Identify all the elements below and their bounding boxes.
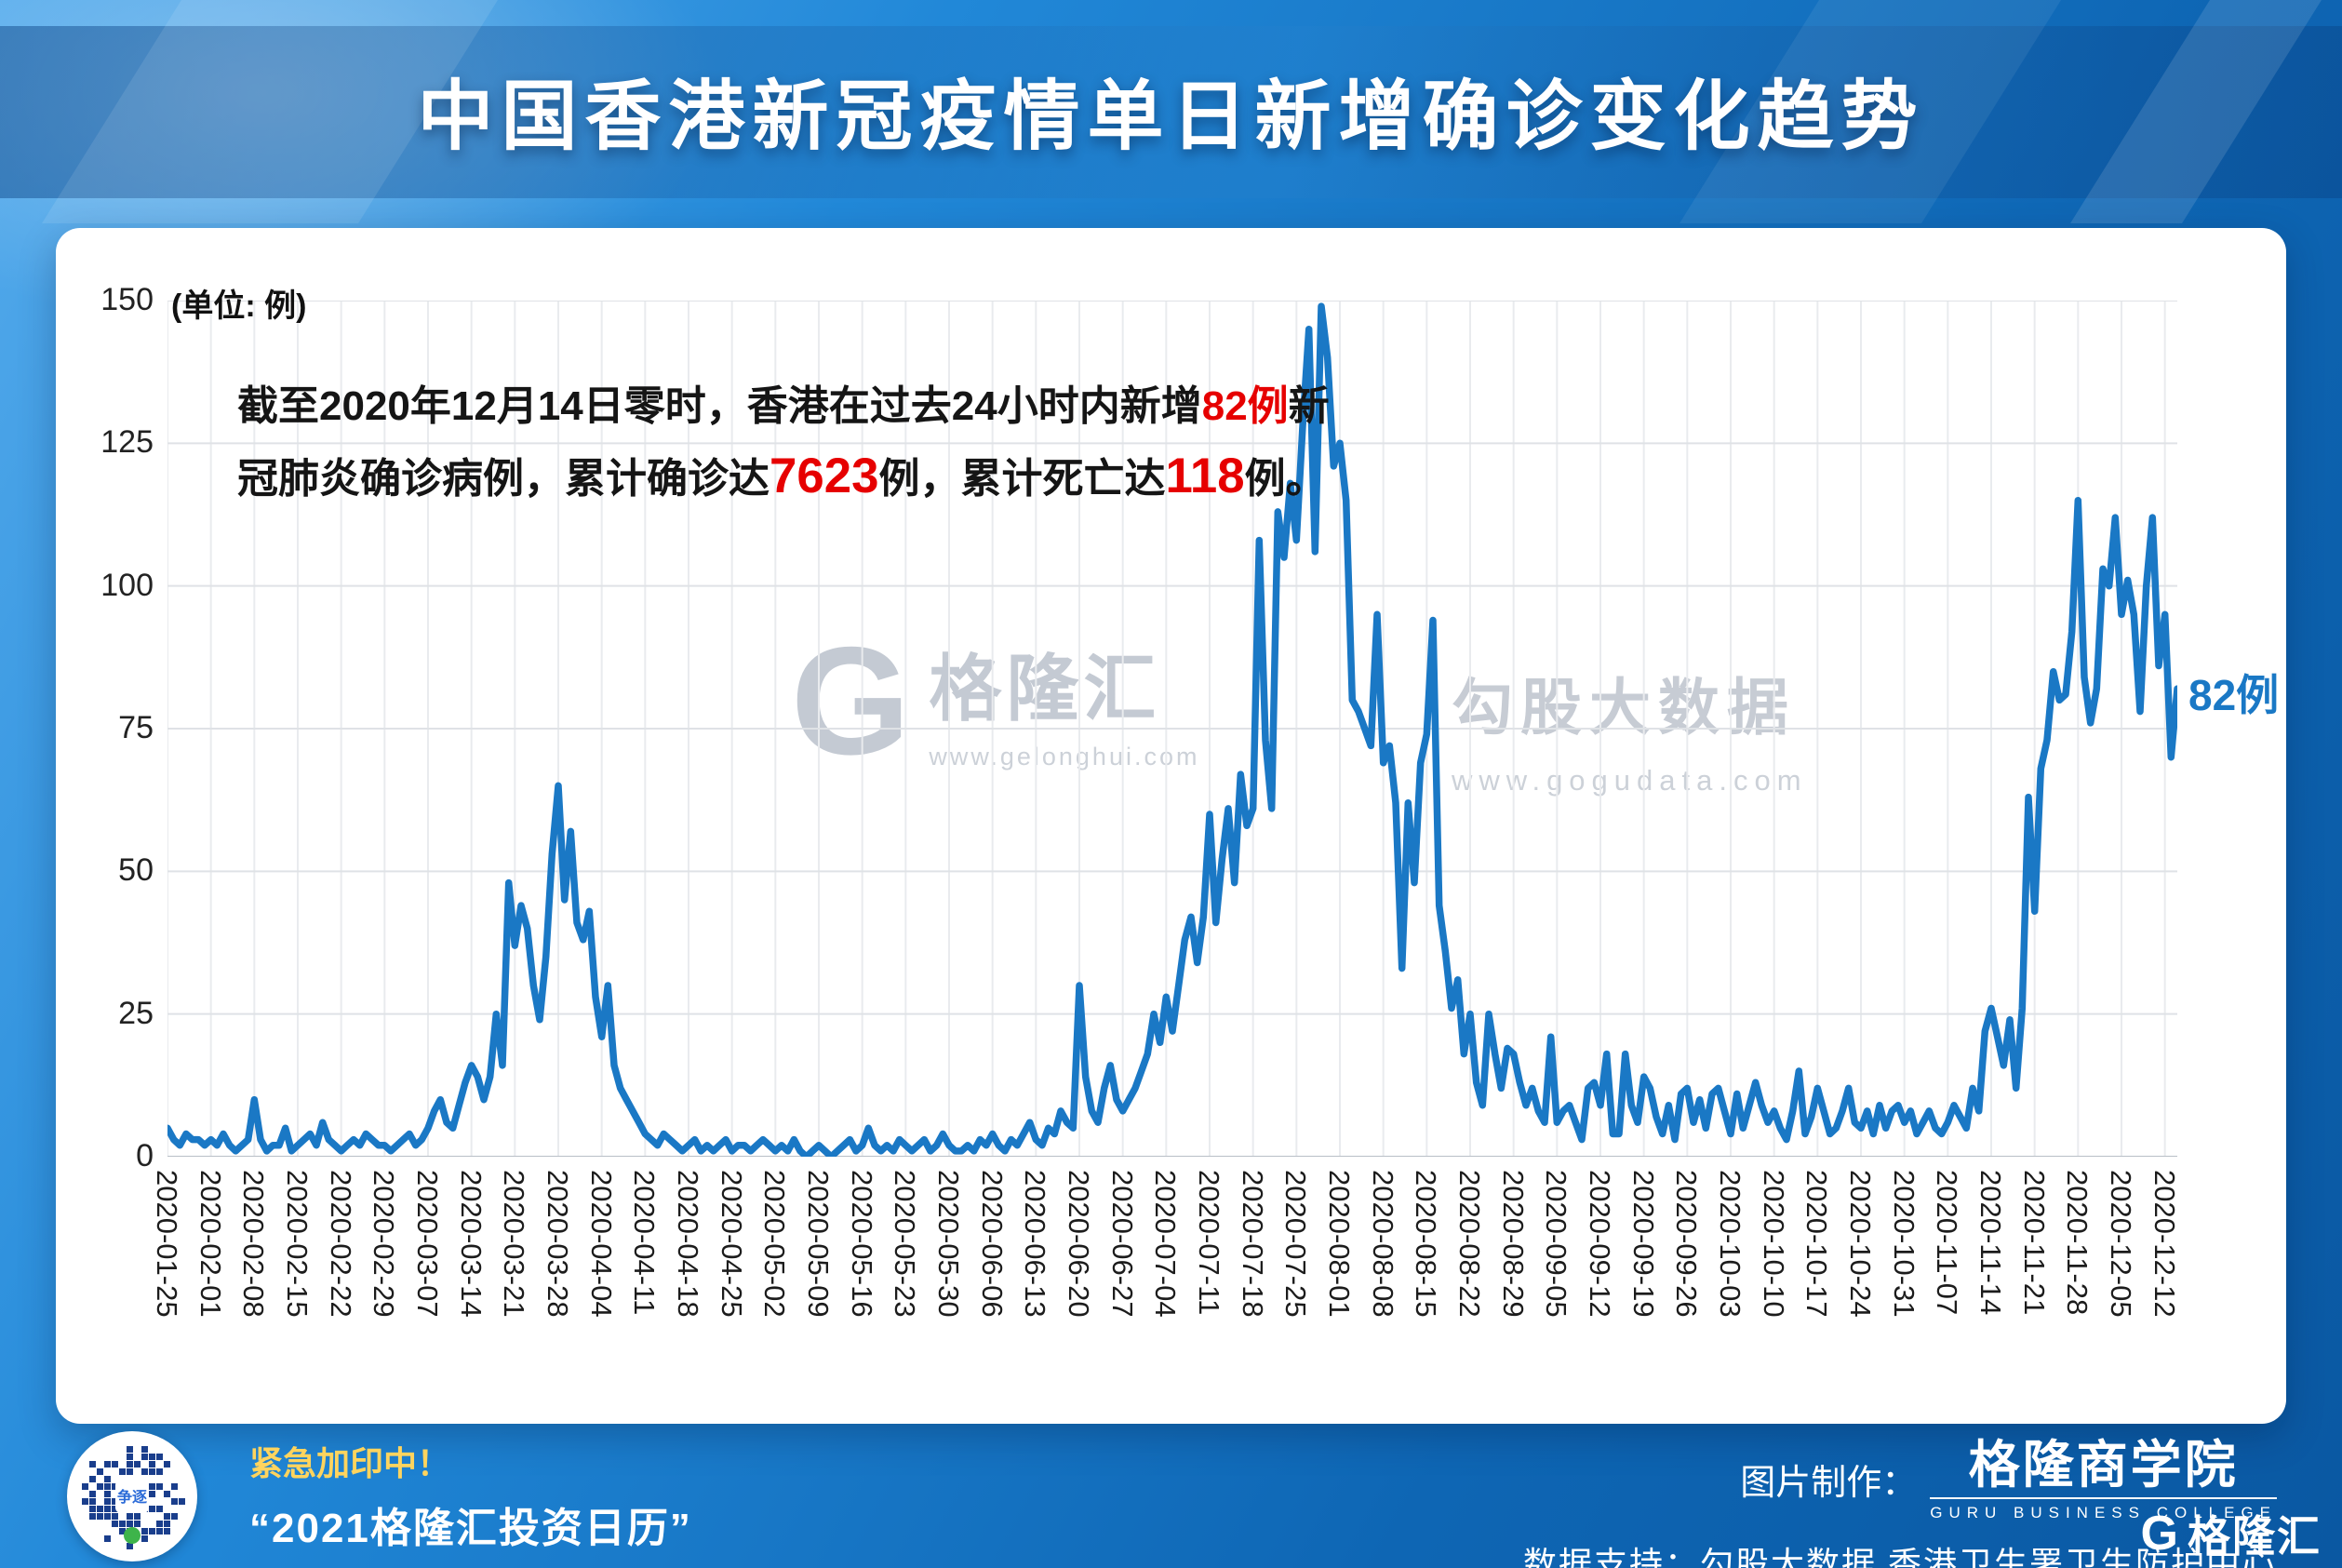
- gogudata-watermark-name: 勾股大数据: [1452, 673, 1796, 742]
- trend-line-svg: [164, 300, 2181, 1160]
- y-axis-label: 100: [100, 567, 154, 603]
- x-axis-label: 2020-02-08: [237, 1170, 271, 1318]
- x-axis-label: 2020-07-11: [1193, 1170, 1225, 1316]
- x-axis-label: 2020-04-11: [628, 1170, 662, 1316]
- gogudata-watermark: 勾股大数据 www.gogudata.com: [1452, 658, 1808, 797]
- brand-logo: 格隆商学院 GURU BUSINESS COLLEGE: [1930, 1437, 2277, 1522]
- brand-name: 格隆商学院: [1968, 1436, 2239, 1494]
- x-axis-label: 2020-10-10: [1757, 1170, 1790, 1318]
- corner-logo-g-icon: G: [2140, 1507, 2178, 1561]
- x-axis-label: 2020-03-21: [498, 1170, 531, 1318]
- daily-cases-line: [164, 302, 2181, 1160]
- gelonghui-watermark-url: www.gelonghui.com: [929, 742, 1200, 771]
- x-axis-label: 2020-02-29: [368, 1170, 401, 1318]
- y-axis-unit-label: (单位: 例): [171, 288, 307, 324]
- title-band: [0, 26, 2342, 198]
- annotation-segment: 截至2020年12月14日零时，香港在过去24小时内新增: [237, 383, 1202, 429]
- x-axis-label: 2020-09-12: [1584, 1170, 1616, 1318]
- x-axis-label: 2020-06-20: [1063, 1170, 1095, 1318]
- x-axis-label: 2020-05-16: [845, 1170, 878, 1318]
- data-support-label: 数据支持：勾股大数据 香港卫生署卫生防护中心: [1522, 1544, 2277, 1568]
- gelonghui-logo-icon: G: [791, 615, 911, 786]
- x-axis-label: 2020-05-30: [932, 1170, 965, 1318]
- credits-block: 图片制作： 格隆商学院 GURU BUSINESS COLLEGE 数据支持：勾…: [1523, 1437, 2277, 1568]
- annotation-segment: 例，累计死亡达: [878, 456, 1166, 503]
- promo-line-urgent: 紧急加印中！: [249, 1444, 451, 1482]
- x-axis-label: 2020-09-19: [1626, 1170, 1660, 1318]
- gelonghui-watermark-name: 格隆汇: [929, 647, 1161, 730]
- x-axis-label: 2020-03-14: [454, 1170, 488, 1318]
- latest-value-label: 82例: [2188, 671, 2280, 719]
- x-axis-label: 2020-05-23: [889, 1170, 922, 1318]
- annotation-segment: 82例: [1201, 383, 1289, 429]
- x-axis-label: 2020-03-28: [542, 1170, 574, 1318]
- x-axis-label: 2020-02-22: [324, 1170, 357, 1318]
- x-axis-label: 2020-10-03: [1714, 1170, 1746, 1318]
- x-axis-label: 2020-11-21: [2017, 1170, 2051, 1316]
- x-axis-label: 2020-08-01: [1323, 1170, 1356, 1318]
- x-axis-label: 2020-01-25: [151, 1170, 183, 1318]
- chart-card: (单位: 例) G 格隆汇 www.gelonghui.com 勾股大数据 ww…: [56, 228, 2286, 1424]
- x-axis-label: 2020-10-31: [1887, 1170, 1920, 1318]
- qr-green-dot-icon: [124, 1527, 141, 1544]
- x-axis-label: 2020-05-09: [802, 1170, 835, 1318]
- x-axis-label: 2020-05-02: [758, 1170, 792, 1318]
- x-axis-label: 2020-08-15: [1410, 1170, 1443, 1318]
- x-axis-label: 2020-08-29: [1496, 1170, 1530, 1318]
- x-axis-label: 2020-04-04: [584, 1170, 618, 1318]
- x-axis-label: 2020-09-26: [1670, 1170, 1704, 1318]
- y-axis-label: 125: [100, 424, 154, 461]
- x-axis-label: 2020-09-05: [1540, 1170, 1573, 1318]
- y-axis-label: 50: [118, 852, 154, 889]
- x-axis-label: 2020-03-07: [411, 1170, 444, 1318]
- y-axis-label: 75: [118, 710, 154, 745]
- corner-logo: G 格隆汇: [2141, 1503, 2322, 1564]
- x-axis-label: 2020-06-06: [975, 1170, 1009, 1318]
- x-axis-label: 2020-06-27: [1105, 1170, 1139, 1318]
- qr-pattern: 争逐: [82, 1446, 185, 1549]
- x-axis-label: 2020-10-17: [1800, 1170, 1834, 1318]
- x-axis-label: 2020-10-24: [1844, 1170, 1877, 1318]
- x-axis-label: 2020-07-25: [1279, 1170, 1313, 1318]
- x-axis-label: 2020-12-05: [2105, 1170, 2137, 1318]
- promo-block: 紧急加印中！ “2021格隆汇投资日历” 扫码即可抢购: [249, 1437, 692, 1568]
- y-axis-label: 150: [100, 282, 154, 317]
- annotation-segment: 新冠肺炎确诊病例，累计确诊达: [237, 383, 1330, 503]
- promo-line-product: “2021格隆汇投资日历”: [249, 1506, 692, 1551]
- y-axis-label: 25: [118, 995, 154, 1031]
- x-axis-label: 2020-02-01: [194, 1170, 227, 1318]
- x-axis-label: 2020-02-15: [281, 1170, 314, 1318]
- corner-logo-text: 格隆汇: [2188, 1512, 2322, 1561]
- made-by-label: 图片制作：: [1740, 1464, 1918, 1504]
- x-axis-label: 2020-06-13: [1019, 1170, 1052, 1318]
- x-axis-label: 2020-11-28: [2061, 1170, 2094, 1316]
- x-axis-label: 2020-11-07: [1931, 1170, 1964, 1316]
- qr-code: 争逐: [67, 1431, 197, 1561]
- gogudata-watermark-url: www.gogudata.com: [1452, 764, 1808, 797]
- x-axis-label: 2020-04-25: [715, 1170, 748, 1318]
- x-axis-label: 2020-08-22: [1453, 1170, 1486, 1318]
- annotation-text: 截至2020年12月14日零时，香港在过去24小时内新增82例新冠肺炎确诊病例，…: [237, 375, 1354, 515]
- page-title: 中国香港新冠疫情单日新增确诊变化趋势: [417, 74, 1925, 159]
- annotation-segment: 118: [1165, 449, 1245, 504]
- y-axis-label: 0: [136, 1138, 154, 1173]
- plot-area: [164, 300, 2181, 1160]
- annotation-segment: 7623: [770, 449, 879, 504]
- x-axis-label: 2020-12-12: [2148, 1170, 2181, 1318]
- annotation-segment: 例。: [1244, 456, 1327, 503]
- brand-subtitle: GURU BUSINESS COLLEGE: [1930, 1496, 2277, 1522]
- gelonghui-watermark: G 格隆汇 www.gelonghui.com: [791, 615, 1200, 786]
- x-axis-label: 2020-08-08: [1366, 1170, 1399, 1318]
- x-axis-label: 2020-07-18: [1236, 1170, 1269, 1318]
- x-axis-label: 2020-11-14: [1974, 1170, 2007, 1316]
- x-axis-label: 2020-04-18: [672, 1170, 704, 1318]
- qr-center-text: 争逐: [117, 1488, 147, 1506]
- x-axis-label: 2020-07-04: [1149, 1170, 1183, 1318]
